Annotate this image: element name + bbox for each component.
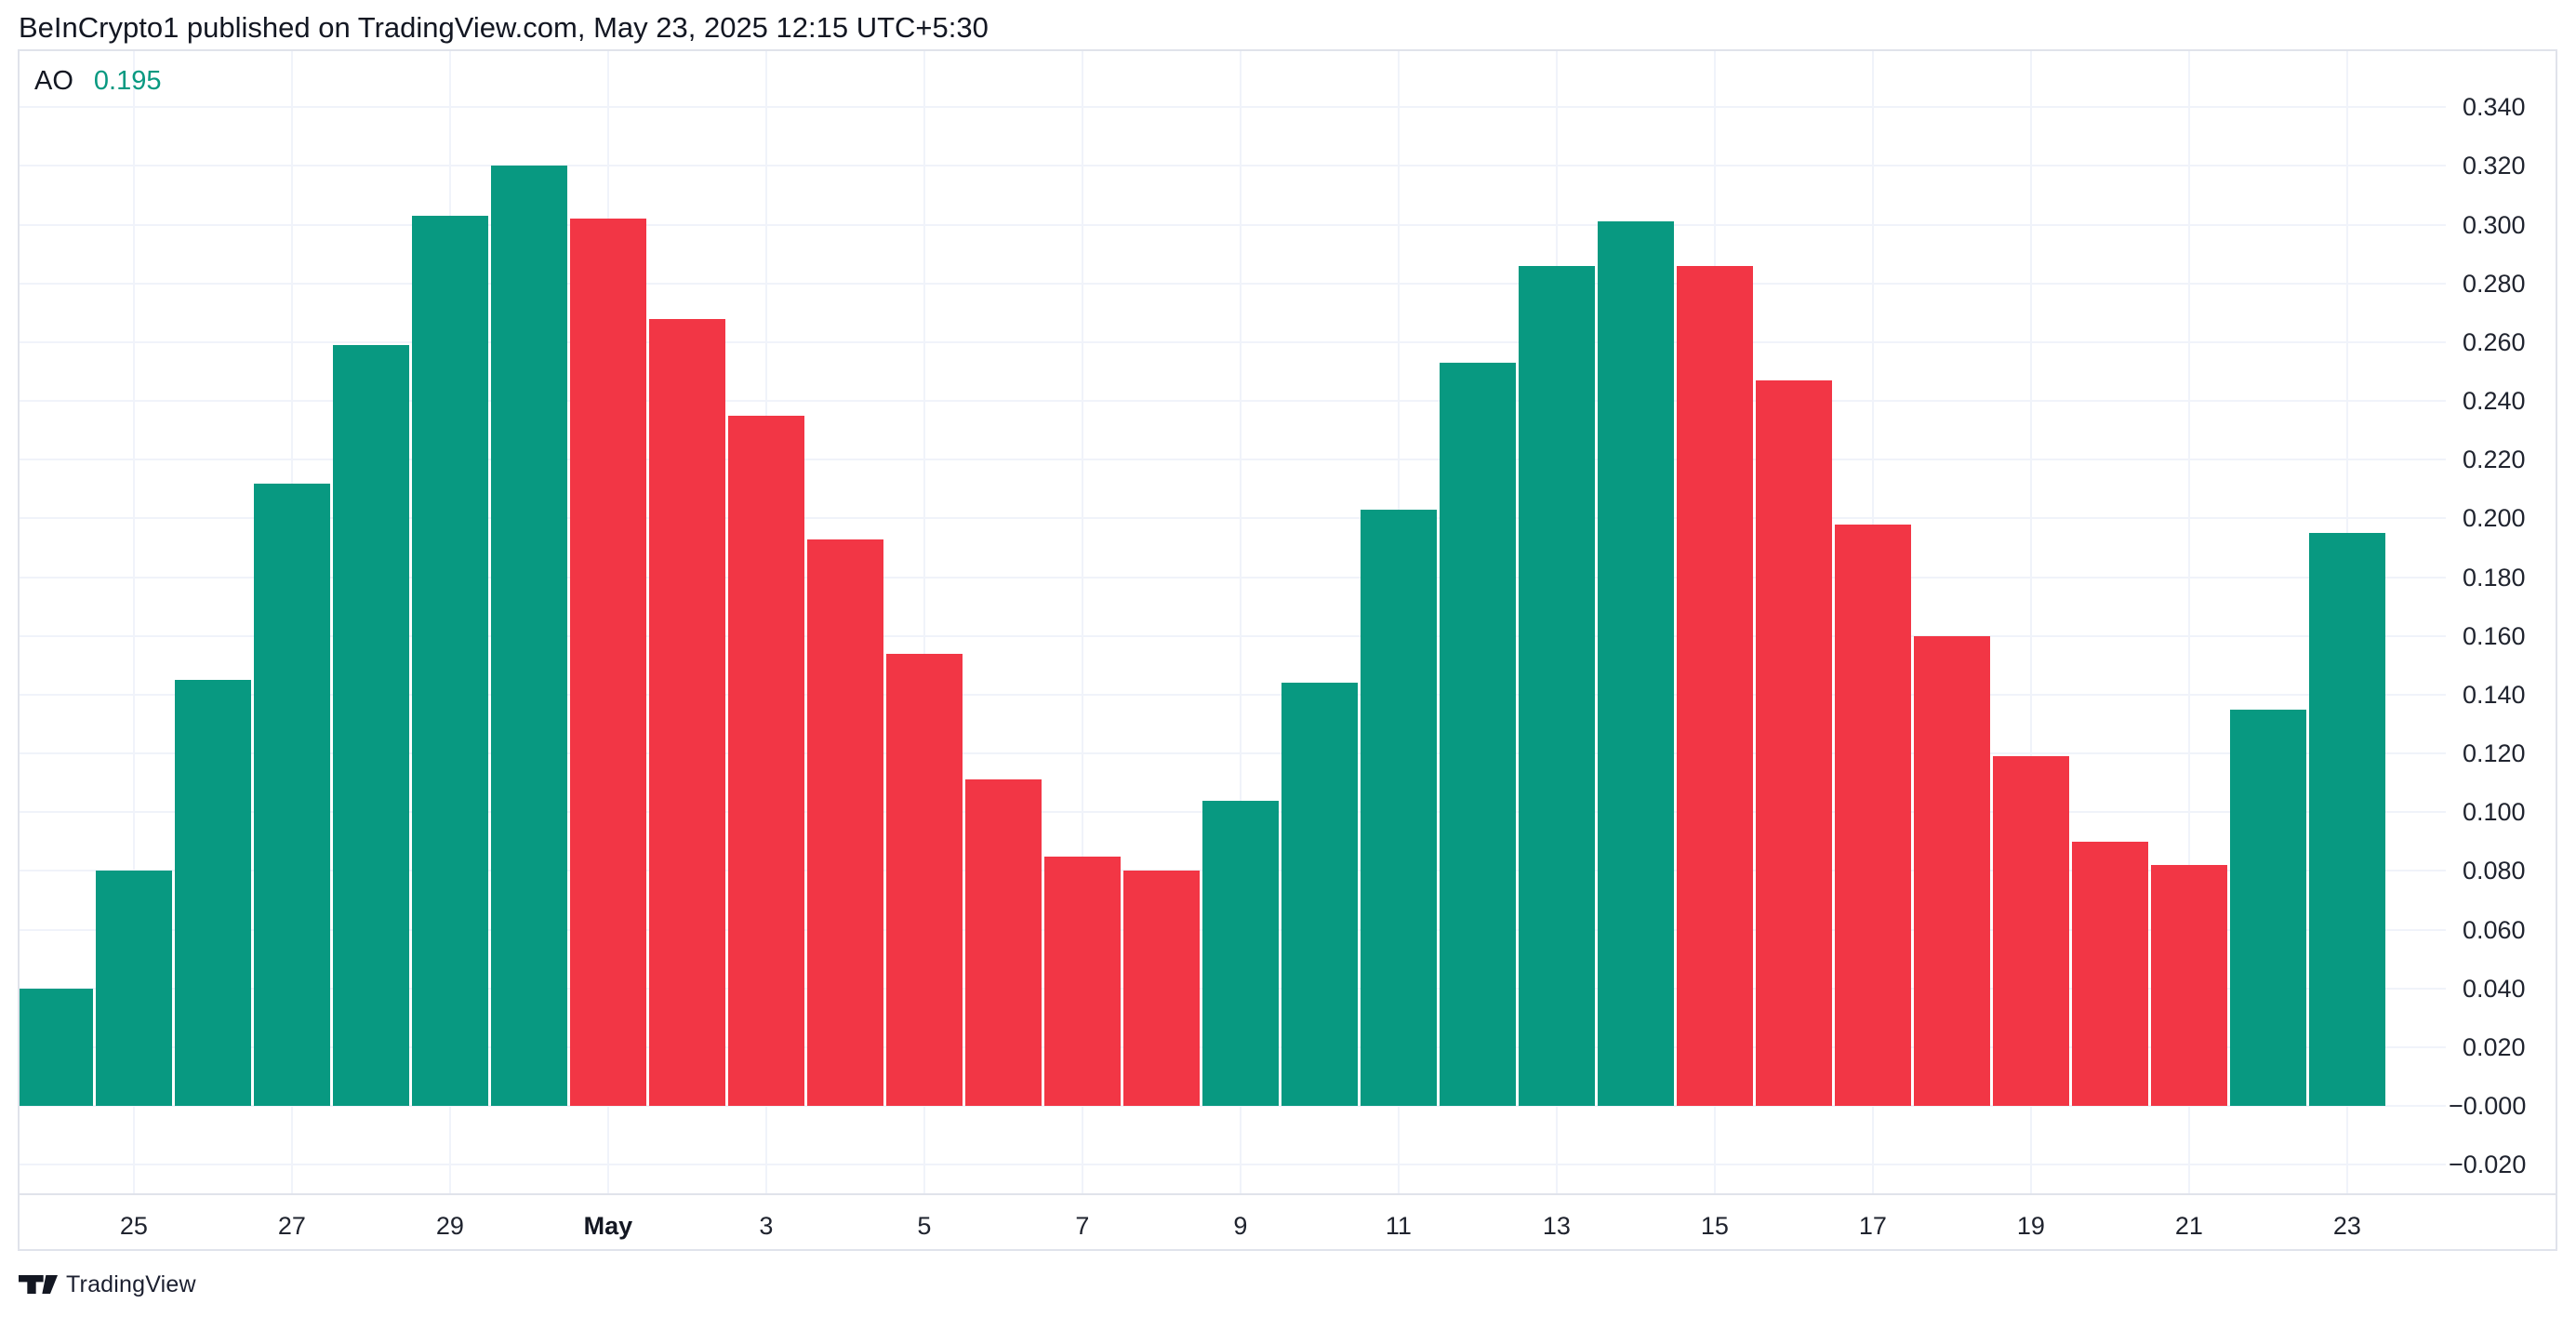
ao-histogram-bar — [95, 871, 172, 1106]
ao-histogram-bar — [2308, 533, 2385, 1106]
ao-histogram-bar — [411, 216, 488, 1106]
pane-border-bottom — [18, 1193, 2557, 1195]
h-gridline — [18, 517, 2446, 520]
date-tick-label: 19 — [2016, 1212, 2045, 1240]
h-gridline — [18, 634, 2446, 637]
ao-histogram-bar — [1597, 221, 1674, 1106]
date-tick-label: May — [583, 1212, 633, 1240]
price-tick-label: 0.240 — [2463, 387, 2526, 416]
date-tick-label: 7 — [1075, 1212, 1090, 1240]
date-tick-label: 21 — [2174, 1212, 2203, 1240]
ao-histogram-bar — [1992, 756, 2069, 1106]
ao-histogram-bar — [569, 219, 646, 1106]
h-gridline — [18, 282, 2446, 285]
ao-histogram-bar — [490, 166, 567, 1106]
price-tick-label: 0.180 — [2463, 563, 2526, 592]
ao-histogram-bar — [885, 653, 963, 1106]
price-tick-label: 0.320 — [2463, 152, 2526, 180]
ao-histogram-bar — [1281, 683, 1358, 1106]
v-gridline — [132, 49, 135, 1193]
price-tick-label: 0.140 — [2463, 680, 2526, 709]
pane-border-left — [18, 49, 20, 1251]
date-tick-label: 13 — [1542, 1212, 1571, 1240]
price-tick-label: 0.020 — [2463, 1032, 2526, 1061]
price-tick-label: 0.160 — [2463, 621, 2526, 650]
price-tick-label: 0.220 — [2463, 446, 2526, 474]
page-title: BeInCrypto1 published on TradingView.com… — [19, 11, 989, 44]
date-tick-label: 25 — [119, 1212, 148, 1240]
v-gridline — [1081, 49, 1083, 1193]
price-tick-label: 0.260 — [2463, 327, 2526, 356]
date-tick-label: 27 — [277, 1212, 306, 1240]
footer: TradingView — [19, 1270, 196, 1298]
h-gridline — [18, 106, 2446, 109]
v-gridline — [1239, 49, 1242, 1193]
ao-histogram-bar — [964, 779, 1042, 1106]
ao-histogram-bar — [1676, 265, 1753, 1106]
h-gridline — [18, 1164, 2446, 1166]
axis-border-bottom — [18, 1249, 2557, 1251]
h-gridline — [18, 693, 2446, 696]
date-tick-label: 11 — [1385, 1212, 1412, 1240]
ao-histogram-bar — [1043, 856, 1121, 1106]
h-gridline — [18, 165, 2446, 167]
price-tick-label: 0.280 — [2463, 269, 2526, 298]
ao-histogram-bar — [174, 680, 251, 1106]
ao-histogram-bar — [1122, 871, 1200, 1106]
date-tick-label: 15 — [1700, 1212, 1729, 1240]
h-gridline — [18, 752, 2446, 755]
ao-histogram-bar — [1913, 635, 1990, 1106]
price-tick-label: 0.040 — [2463, 974, 2526, 1003]
ao-histogram-bar — [332, 345, 409, 1106]
pane-border-top — [18, 49, 2557, 51]
ao-histogram-bar — [806, 539, 883, 1106]
price-tick-label: 0.100 — [2463, 798, 2526, 827]
v-gridline — [2187, 49, 2190, 1193]
price-tick-label: 0.340 — [2463, 93, 2526, 122]
h-gridline — [18, 223, 2446, 226]
plot-area[interactable] — [18, 49, 2557, 1193]
h-gridline — [18, 340, 2446, 343]
date-tick-label: 17 — [1858, 1212, 1887, 1240]
price-tick-label: 0.300 — [2463, 210, 2526, 239]
indicator-legend: AO 0.195 — [34, 65, 161, 97]
date-tick-label: 9 — [1233, 1212, 1248, 1240]
ao-histogram-bar — [1202, 800, 1279, 1106]
ao-histogram-bar — [1518, 265, 1595, 1106]
ao-histogram-bar — [18, 988, 93, 1106]
date-tick-label: 23 — [2332, 1212, 2361, 1240]
ao-histogram-bar — [727, 415, 804, 1106]
ao-histogram-bar — [253, 483, 330, 1106]
ao-histogram-bar — [2229, 709, 2306, 1106]
price-tick-label: 0.120 — [2463, 739, 2526, 768]
v-gridline — [923, 49, 925, 1193]
price-tick-label: −0.000 — [2449, 1092, 2527, 1120]
price-tick-label: −0.020 — [2449, 1151, 2527, 1179]
ao-histogram-bar — [2150, 865, 2227, 1106]
price-tick-label: 0.060 — [2463, 915, 2526, 944]
date-tick-label: 5 — [917, 1212, 932, 1240]
pane-border-right — [2556, 49, 2557, 1251]
ao-histogram-bar — [1439, 363, 1516, 1106]
tradingview-logo[interactable] — [19, 1275, 58, 1294]
h-gridline — [18, 400, 2446, 403]
date-tick-label: 3 — [759, 1212, 774, 1240]
h-gridline — [18, 459, 2446, 461]
price-tick-label: 0.200 — [2463, 504, 2526, 533]
h-gridline — [18, 576, 2446, 579]
ao-histogram-bar — [1755, 379, 1832, 1106]
price-tick-label: 0.080 — [2463, 857, 2526, 885]
ao-histogram-bar — [2071, 841, 2148, 1106]
date-tick-label: 29 — [435, 1212, 464, 1240]
indicator-value: 0.195 — [93, 66, 162, 96]
ao-histogram-bar — [1834, 524, 1911, 1106]
ao-histogram-bar — [648, 318, 725, 1106]
indicator-name: AO — [34, 66, 73, 96]
tradingview-wordmark[interactable]: TradingView — [66, 1270, 196, 1297]
v-gridline — [2029, 49, 2032, 1193]
ao-histogram-bar — [1360, 509, 1437, 1106]
h-gridline — [18, 1105, 2446, 1107]
